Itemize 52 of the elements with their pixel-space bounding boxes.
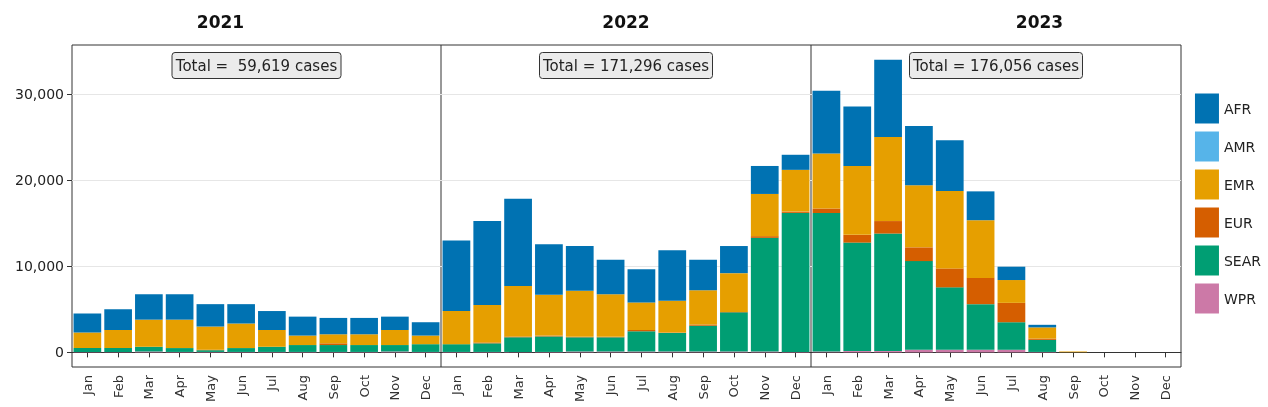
y-tick-label: 0 [55,344,64,361]
legend-label: EMR [1223,176,1255,193]
x-tick-label: Nov [387,374,403,401]
y-tick-label: 30,000 [15,86,64,103]
annotation: Total = 59,619 cases [174,56,338,75]
x-tick-label: Feb [479,375,495,399]
x-tick-label: Apr [172,374,188,398]
x-tick-label: Sep [325,375,341,400]
chart-title: 2021 [196,11,245,32]
legend-label: EUR [1223,214,1254,231]
x-tick-label: May [572,374,588,402]
x-tick-label: Oct [356,375,372,398]
legend-label: WPR [1223,290,1257,307]
x-tick-label: Apr [911,374,927,398]
x-tick-label: Nov [757,374,773,401]
x-tick-label: Jan [79,375,95,397]
chart-title: 2023 [1015,11,1064,32]
x-tick-label: Feb [849,375,865,399]
legend-label: SEAR [1223,252,1262,269]
x-tick-label: Jul [264,375,280,392]
x-tick-label: Jan [448,375,464,397]
annotation: Total = 176,056 cases [911,56,1080,75]
x-tick-label: Aug [1034,375,1050,401]
x-tick-label: Dec [788,375,804,401]
x-tick-label: Jun [233,375,249,397]
x-tick-label: Aug [664,375,680,401]
x-tick-label: May [202,374,218,402]
legend-label: AFR [1223,100,1252,117]
x-tick-label: Jan [818,375,834,397]
x-tick-label: Feb [110,375,126,399]
annotation: Total = 171,296 cases [541,56,710,75]
x-tick-label: Mar [510,374,526,400]
x-tick-label: Jul [1003,375,1019,392]
y-tick-label: 10,000 [15,258,64,275]
x-tick-label: Jun [973,375,989,397]
x-tick-label: Apr [541,374,557,398]
x-tick-label: Jul [633,375,649,392]
x-tick-label: Oct [726,375,742,398]
x-tick-label: Sep [1065,375,1081,400]
chart-title: 2022 [602,11,650,32]
x-tick-label: Aug [295,375,311,401]
legend-label: AMR [1223,138,1256,155]
x-tick-label: Mar [141,374,157,400]
x-tick-label: Oct [1096,375,1112,398]
x-tick-label: Dec [1158,375,1174,401]
y-tick-label: 20,000 [15,172,64,189]
x-tick-label: May [942,374,958,402]
x-tick-label: Mar [880,374,896,400]
x-tick-label: Nov [1127,374,1143,401]
x-tick-label: Dec [418,375,434,401]
x-tick-label: Sep [695,375,711,400]
x-tick-label: Jun [603,375,619,397]
